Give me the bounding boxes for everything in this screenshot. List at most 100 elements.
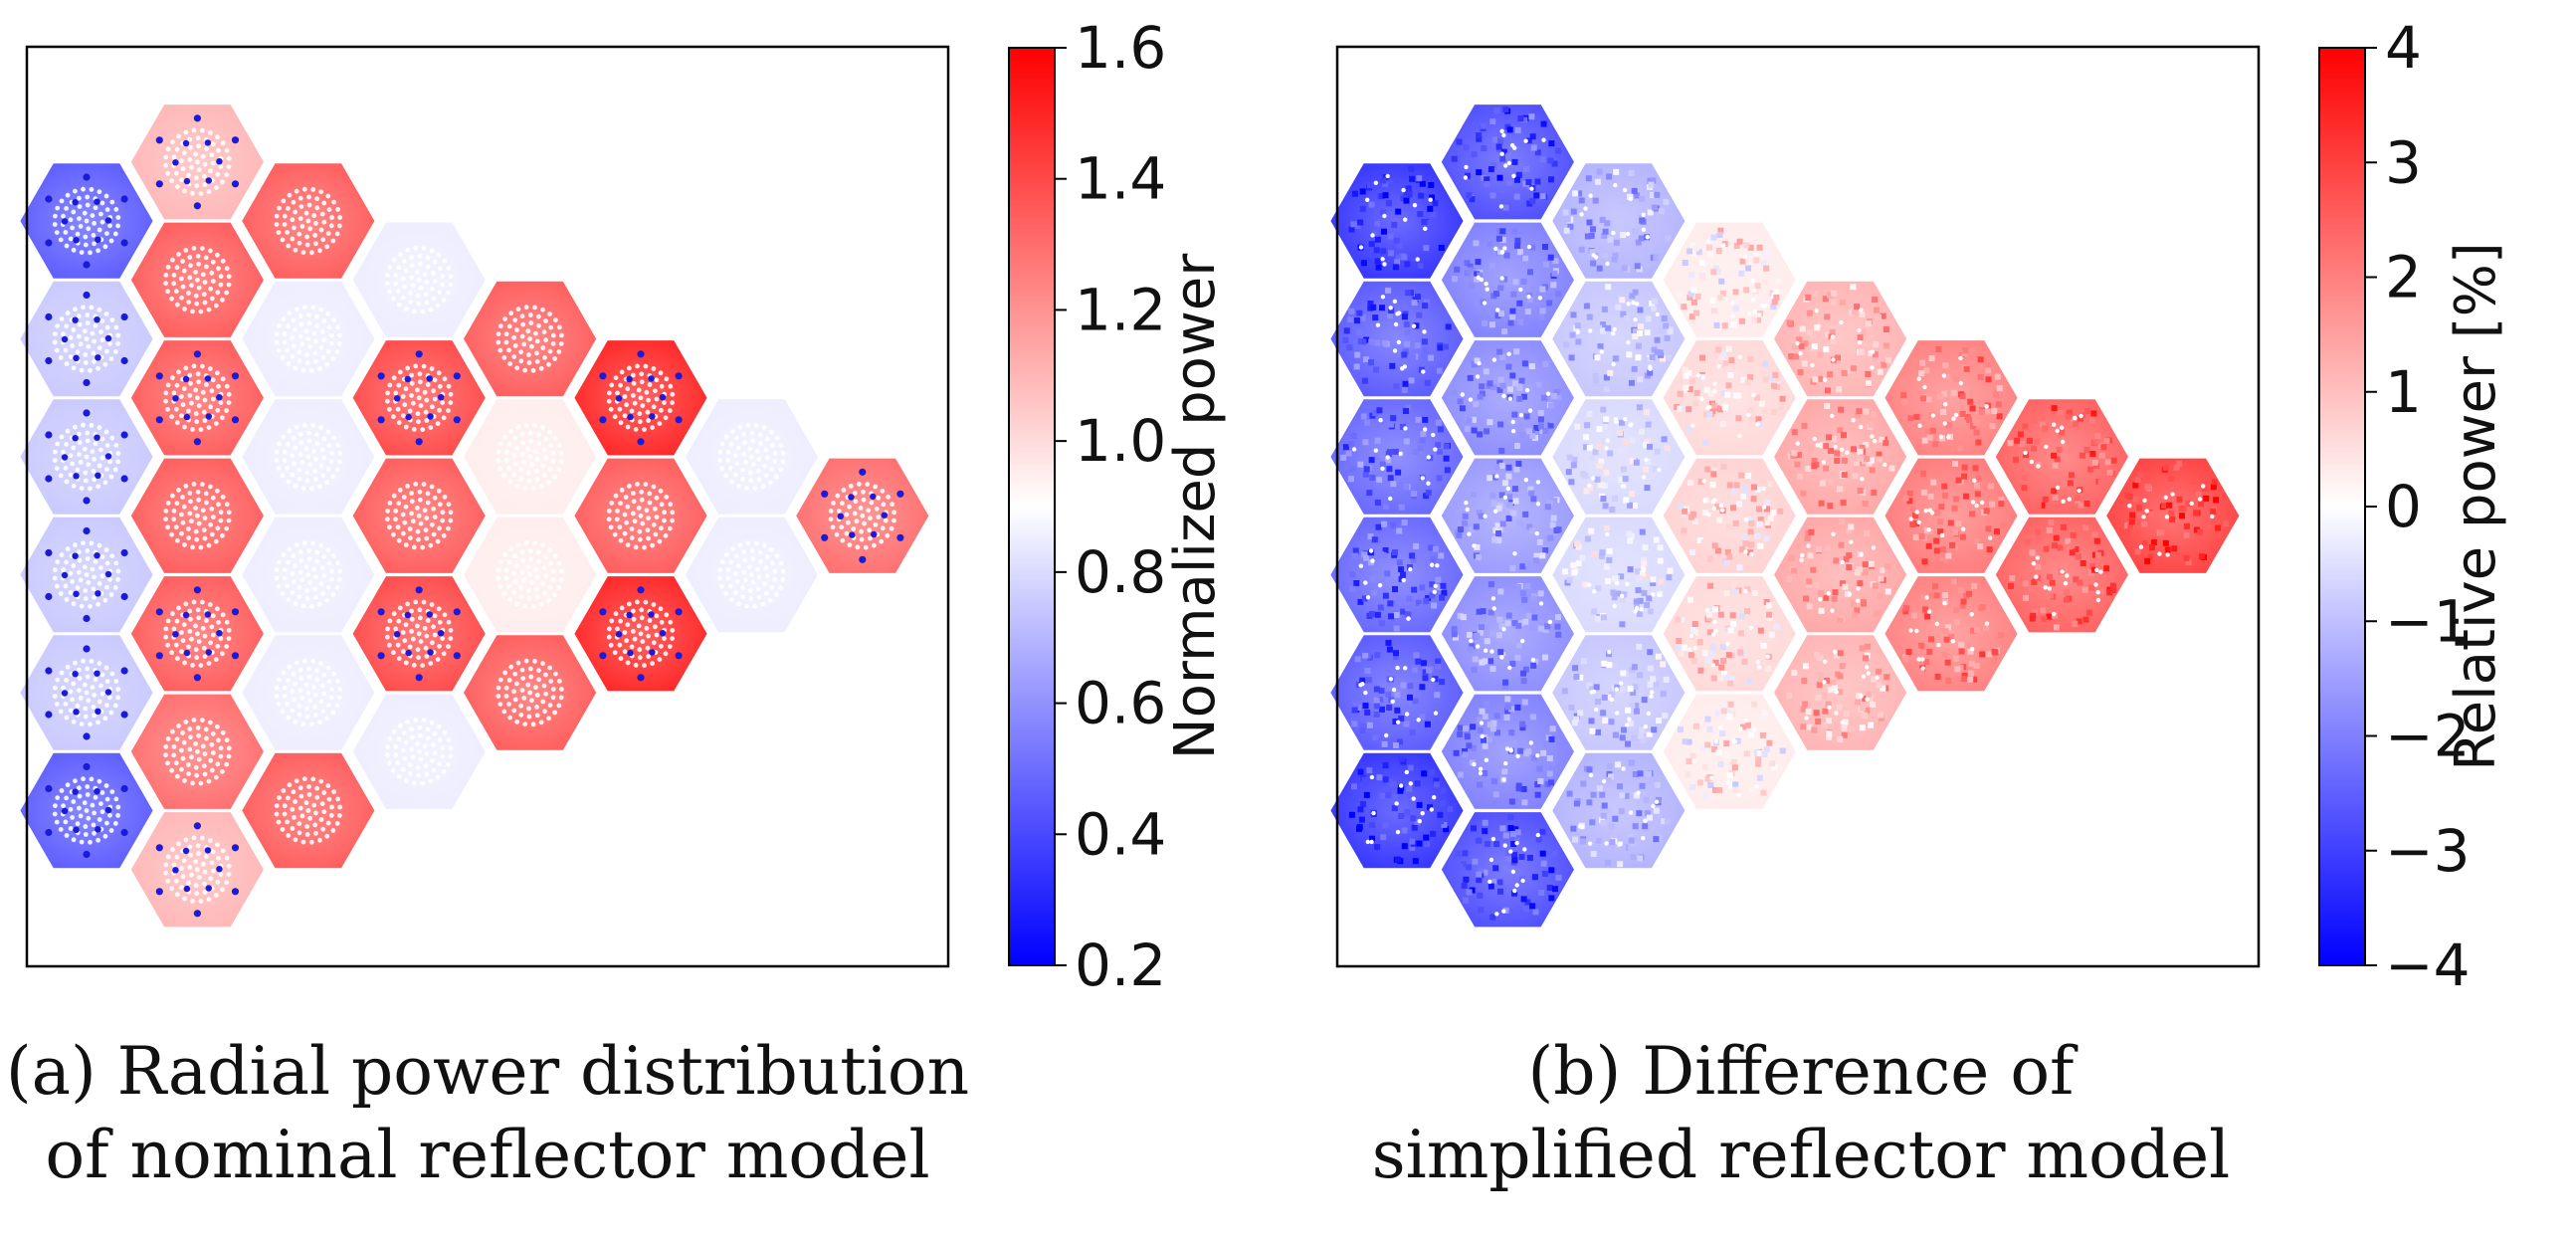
pin-noise-14 [1563,284,1674,392]
pin-noise-32 [2008,519,2117,631]
fuel-pins-5 [52,776,121,845]
pin-noise-11 [1453,696,1557,806]
pin-noise-8 [1451,348,1562,454]
fuel-pins-33 [828,482,896,550]
fuel-pins-20 [385,363,454,432]
plot-frame-a [25,45,950,968]
fuel-pins-3 [52,540,121,609]
fuel-pins-18 [274,776,342,845]
panel-a: 0.2 0.4 0.6 0.8 1.0 1.2 1.4 1.6 Normalized power [20,14,1228,999]
pin-noise-19 [1677,227,1782,329]
power-map-a [20,104,929,928]
colorbar-gradient-a [1008,47,1056,966]
fuel-pins-7 [163,246,232,314]
pin-noise-10 [1451,581,1562,691]
caption-b: (b) Difference of simplified reflector m… [1313,1030,2288,1197]
fuel-pins-25 [495,422,564,492]
pin-noise-4 [1350,639,1446,748]
pin-noise-15 [1565,404,1671,513]
assembly-b-10 [1441,576,1574,692]
pin-noise-2 [1340,404,1451,511]
colorbar-tick-label-a-3: 0.8 [1075,538,1166,606]
fuel-pins-27 [495,658,564,727]
fuel-pins-26 [495,540,564,609]
fuel-pins-11 [163,718,232,786]
control-rods-2 [45,409,128,505]
plot-frame-b [1335,45,2261,968]
fuel-pins-6 [163,127,232,197]
caption-a: (a) Radial power distribution of nominal… [0,1030,975,1197]
colorbar-label-a: Normalized power [1163,253,1228,759]
assembly-b-15 [1552,399,1685,515]
assembly-b-29 [1884,458,2018,573]
colorbar-tick-label-a-7: 1.6 [1075,14,1166,82]
fuel-pins-2 [52,422,121,492]
colorbar-tick-label-a-2: 0.6 [1075,670,1166,737]
fuel-pins-16 [274,540,342,609]
caption-a-line-2: of nominal reflector model [45,1117,930,1193]
control-rods-4 [45,645,128,740]
colorbar-tick-label-b-3: −1 [2385,587,2471,655]
fuel-pins-30 [606,599,676,668]
pin-noise-5 [1348,755,1454,865]
colorbar-tick-label-b-0: −4 [2385,932,2471,999]
colorbar-b: −4 −3 −2 −1 0 1 2 3 4 Relative power [%] [2318,14,2508,999]
pin-noise-13 [1562,168,1672,273]
control-rods-30 [599,586,683,682]
assembly-b-7 [1441,222,1574,337]
pin-noise-26 [1786,518,1892,629]
pin-noise-28 [1898,346,2003,452]
colorbar-tick-label-b-4: 0 [2385,473,2422,540]
pin-noise-6 [1451,106,1562,211]
colorbar-gradient-b [2318,47,2366,966]
colorbar-tick-label-b-2: −2 [2385,703,2471,770]
caption-b-line-2: simplified reflector model [1371,1117,2231,1193]
control-rods-12 [155,822,240,918]
control-rods-8 [155,350,240,446]
pin-noise-25 [1787,403,1895,510]
colorbar-a: 0.2 0.4 0.6 0.8 1.0 1.2 1.4 1.6 Normalized power [1008,14,1228,999]
fuel-pins-14 [274,305,342,373]
pin-noise-30 [1902,578,2005,684]
control-rods-33 [821,468,904,563]
assembly-b-30 [1884,576,2018,692]
control-rods-22 [377,586,461,682]
colorbar-label-b: Relative power [%] [2444,242,2508,770]
pin-noise-31 [2007,405,2117,509]
fuel-pins-23 [385,718,454,786]
control-rods-6 [155,114,240,210]
fuel-pins-13 [274,186,342,256]
colorbar-tick-label-b-5: 1 [2385,358,2422,426]
fuel-pins-32 [717,540,786,609]
assembly-b-24 [1774,281,1907,397]
pin-noise-27 [1786,643,1890,742]
fuel-pins-29 [606,482,676,550]
pin-noise-9 [1455,460,1562,572]
fuel-pins-0 [52,186,121,256]
fuel-pins-1 [52,305,121,373]
pin-noise-20 [1674,345,1786,446]
colorbar-tick-label-b-7: 3 [2385,128,2422,196]
colorbar-tick-label-b-6: 2 [2385,244,2422,311]
fuel-pins-15 [274,422,342,492]
colorbar-tick-label-a-4: 1.0 [1075,407,1166,475]
assembly-b-31 [1995,399,2128,515]
caption-b-line-1: (b) Difference of [1527,1033,2075,1110]
colorbar-tick-label-b-1: −3 [2385,817,2471,885]
fuel-pins-21 [385,482,454,550]
pin-noise-17 [1561,643,1670,747]
pin-noise-21 [1677,464,1784,571]
pin-noise-16 [1562,524,1674,628]
assembly-b-2 [1330,399,1464,515]
colorbar-tick-label-a-6: 1.4 [1075,145,1166,213]
pin-noise-23 [1678,701,1786,799]
control-rods-28 [599,350,683,446]
fuel-pins-10 [163,599,232,668]
pin-noise-33 [2123,460,2229,565]
control-rods-20 [377,350,461,446]
pin-noise-24 [1786,284,1891,394]
assembly-b-1 [1330,281,1464,397]
control-rods-5 [45,762,128,859]
fuel-pins-4 [52,658,121,727]
